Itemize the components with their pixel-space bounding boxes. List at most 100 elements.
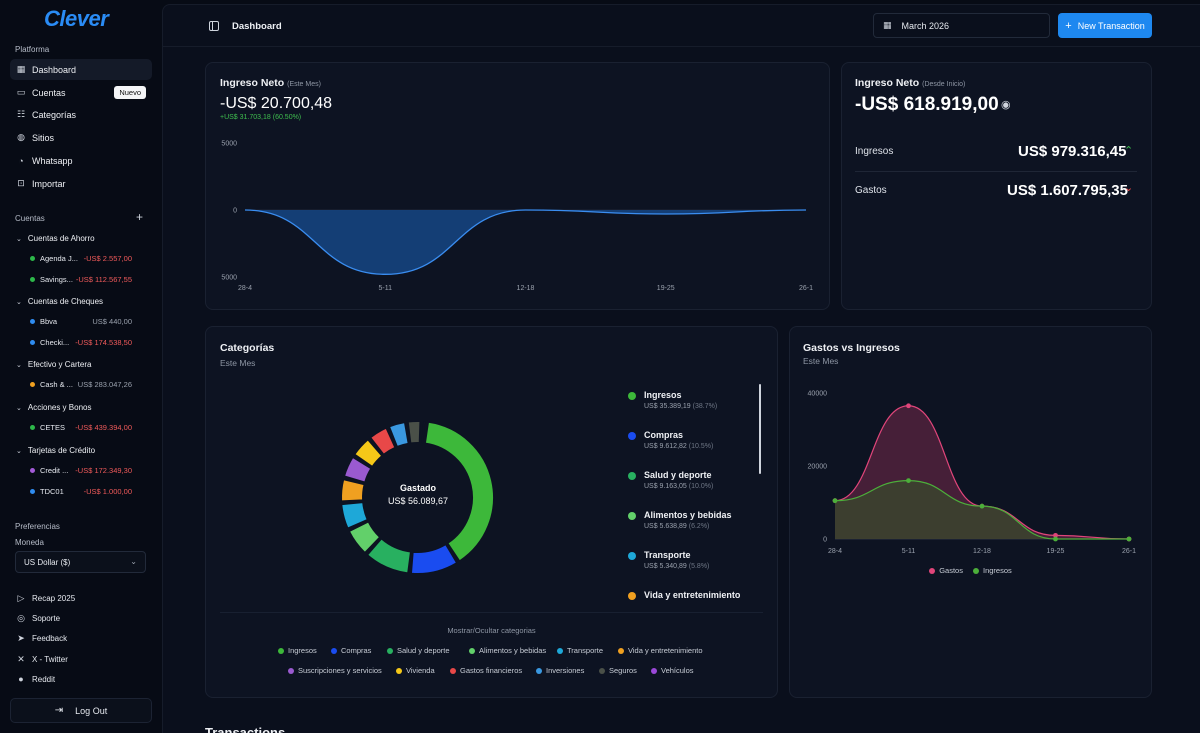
footer-item-recap[interactable]: ▷ Recap 2025 (16, 593, 76, 604)
account-name: Savings... (40, 275, 73, 284)
sidebar-item-whatsapp[interactable]: ◔ Whatsapp (10, 150, 152, 171)
gvi-legend-item[interactable]: Ingresos (972, 566, 1012, 575)
account-group[interactable]: ⌄ Efectivo y Cartera (16, 360, 91, 369)
categories-donut-chart (341, 421, 494, 574)
sidebar-item-sitios[interactable]: ◍ Sitios (10, 127, 152, 148)
donut-slice (354, 439, 383, 467)
eye-icon[interactable]: ◉ (1001, 99, 1011, 111)
footer-item-feedback[interactable]: ➤ Feedback (16, 633, 67, 644)
x-tick-label: 12-18 (973, 548, 991, 555)
sidebar-toggle-icon[interactable] (209, 21, 219, 31)
ingresos-point (832, 498, 838, 504)
gvi-legend-label: Ingresos (982, 566, 1012, 575)
account-amount: -US$ 2.557,00 (83, 254, 132, 263)
x-tick-label: 5-11 (379, 285, 393, 292)
account-amount: -US$ 1.000,00 (83, 487, 132, 496)
chevron-down-icon: ⌄ (16, 404, 22, 412)
category-toggle-chip[interactable]: Vivienda (396, 666, 435, 675)
net-income-month-change: +US$ 31.703,18 (60.50%) (220, 114, 302, 121)
logout-button[interactable]: ⇥ Log Out (10, 698, 152, 723)
x-tick-label: 12-18 (517, 285, 535, 292)
category-toggle-chip[interactable]: Salud y deporte (387, 646, 450, 655)
y-tick-label: 5000 (221, 275, 237, 282)
account-color-dot (30, 277, 35, 282)
account-group[interactable]: ⌄ Tarjetas de Crédito (16, 446, 95, 455)
account-name: Agenda J... (40, 254, 78, 263)
category-toggle-chip[interactable]: Inversiones (536, 666, 584, 675)
date-picker[interactable]: ▦ March 2026 (873, 13, 1050, 38)
page-title: Dashboard (232, 21, 282, 32)
category-toggle-chip[interactable]: Compras (331, 646, 371, 655)
account-color-dot (30, 468, 35, 473)
account-item[interactable]: CETES -US$ 439.394,00 (30, 423, 132, 432)
account-color-dot (30, 489, 35, 494)
legend-scrollbar[interactable] (759, 384, 761, 474)
donut-slice (341, 479, 365, 502)
category-toggle-chip[interactable]: Suscripciones y servicios (288, 666, 382, 675)
category-toggle-chip[interactable]: Vida y entretenimiento (618, 646, 703, 655)
chevron-down-icon: ⌄ (130, 557, 137, 566)
account-group[interactable]: ⌄ Cuentas de Ahorro (16, 234, 95, 243)
category-toggle-chip[interactable]: Vehículos (651, 666, 694, 675)
account-item[interactable]: Bbva US$ 440,00 (30, 317, 132, 326)
donut-center-value: US$ 56.089,67 (387, 496, 449, 506)
currency-select[interactable]: US Dollar ($) ⌄ (15, 551, 146, 573)
category-toggle-chip[interactable]: Gastos financieros (450, 666, 522, 675)
chevron-up-icon: ⌃ (1124, 145, 1134, 157)
category-toggle-chip[interactable]: Alimentos y bebidas (469, 646, 546, 655)
account-color-dot (30, 382, 35, 387)
net-income-month-value: -US$ 20.700,48 (220, 95, 333, 112)
gvi-title: Gastos vs Ingresos (803, 342, 900, 354)
chip-label: Salud y deporte (397, 646, 450, 655)
card-title-text: Ingreso Neto (855, 77, 920, 89)
currency-value: US Dollar ($) (24, 557, 71, 567)
account-group[interactable]: ⌄ Cuentas de Cheques (16, 297, 103, 306)
legend-value-pct: (6.2%) (688, 523, 710, 530)
legend-item-name: Transporte (644, 550, 691, 560)
y-tick-label: 5000 (221, 141, 237, 148)
chip-label: Vida y entretenimiento (628, 646, 703, 655)
footer-item-twitter[interactable]: ✕ X - Twitter (16, 654, 68, 665)
sidebar-item-importar[interactable]: ⊡ Importar (10, 173, 152, 194)
net-income-total-value: -US$ 618.919,00 (855, 94, 999, 115)
chevron-down-icon: ⌄ (16, 361, 22, 369)
footer-item-soporte[interactable]: ◎ Soporte (16, 613, 60, 624)
donut-slice (407, 421, 421, 444)
account-item[interactable]: Checki... -US$ 174.538,50 (30, 338, 132, 347)
legend-item-name: Alimentos y bebidas (644, 510, 732, 520)
chevron-down-icon: ⌄ (16, 298, 22, 306)
category-toggle-chip[interactable]: Transporte (557, 646, 603, 655)
legend-value-pct: (10.0%) (688, 483, 714, 490)
account-item[interactable]: TDC01 -US$ 1.000,00 (30, 487, 132, 496)
gvi-legend-item[interactable]: Gastos (929, 566, 963, 575)
account-item[interactable]: Credit ... -US$ 172.349,30 (30, 466, 132, 475)
sidebar-item-categorias[interactable]: ☷ Categorías (10, 104, 152, 125)
x-tick-label: 26-1 (799, 285, 813, 292)
new-transaction-button[interactable]: + New Transaction (1058, 13, 1152, 38)
chip-label: Alimentos y bebidas (479, 646, 547, 655)
category-toggle-chip[interactable]: Ingresos (278, 646, 317, 655)
chip-label: Ingresos (288, 646, 317, 655)
sidebar-item-cuentas[interactable]: ▭ Cuentas Nuevo (10, 82, 152, 103)
chip-color-dot (536, 667, 542, 674)
x-tick-label: 28-4 (828, 548, 842, 555)
gvi-legend: Gastos Ingresos (789, 566, 1152, 575)
footer-item-reddit[interactable]: ● Reddit (16, 674, 55, 684)
date-value: March 2026 (901, 20, 950, 31)
category-toggle-chip[interactable]: Seguros (599, 666, 637, 675)
account-group[interactable]: ⌄ Acciones y Bonos (16, 403, 91, 412)
sidebar-item-dashboard[interactable]: ▦ Dashboard (10, 59, 152, 80)
account-item[interactable]: Savings... -US$ 112.567,55 (30, 275, 132, 284)
chip-color-dot (450, 667, 456, 674)
top-bar (162, 4, 1200, 47)
preferences-section-title: Preferencias (15, 522, 60, 531)
category-legend-list[interactable]: Ingresos US$ 35.389,19 (38.7%) Compras U… (620, 382, 758, 604)
donut-slice (348, 521, 380, 553)
account-item[interactable]: Cash & ... US$ 283.047,26 (30, 380, 132, 389)
brand-logo[interactable]: Clever (44, 6, 109, 31)
add-account-icon[interactable]: + (136, 210, 144, 224)
account-item[interactable]: Agenda J... -US$ 2.557,00 (30, 254, 132, 263)
chip-color-dot (618, 647, 624, 654)
net-income-total-title: Ingreso Neto (Desde Inicio) (855, 77, 965, 89)
divider (220, 612, 763, 613)
